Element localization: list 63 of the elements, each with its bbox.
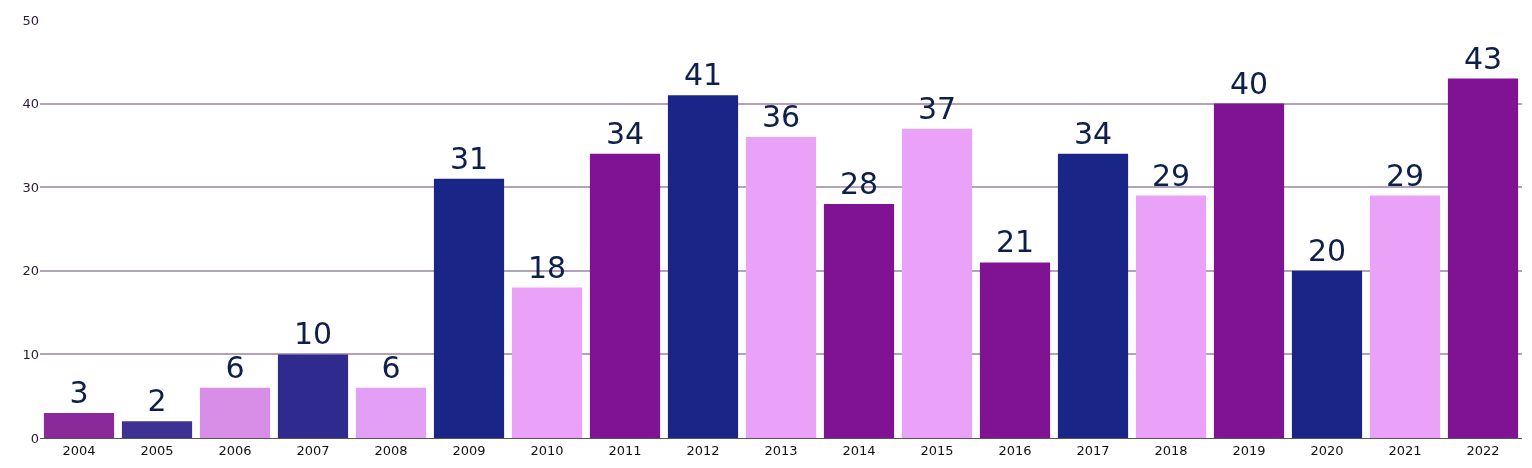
- data-label: 41: [683, 57, 723, 93]
- data-label: 31: [449, 140, 489, 176]
- bar: [1057, 153, 1129, 438]
- data-label: 34: [1073, 115, 1113, 151]
- data-label: 34: [605, 115, 645, 151]
- x-tick-label: 2018: [1154, 442, 1188, 458]
- data-label: 40: [1229, 65, 1269, 101]
- data-label: 6: [225, 349, 245, 385]
- x-tick-label: 2021: [1388, 442, 1422, 458]
- x-tick-label: 2009: [452, 442, 486, 458]
- data-label: 3: [69, 374, 89, 410]
- x-tick-label: 2005: [140, 442, 174, 458]
- data-label: 37: [917, 90, 957, 126]
- bar: [1135, 195, 1207, 438]
- x-tick-label: 2022: [1466, 442, 1500, 458]
- data-label: 36: [761, 99, 801, 135]
- x-tick-label: 2016: [998, 442, 1032, 458]
- bar: [1369, 195, 1441, 438]
- bar: [355, 387, 427, 438]
- bar: [589, 153, 661, 438]
- bar: [43, 412, 115, 438]
- bar: [277, 354, 349, 438]
- bar: [121, 421, 193, 438]
- x-tick-label: 2006: [218, 442, 252, 458]
- bar: [667, 95, 739, 438]
- y-tick-label: 20: [22, 263, 39, 279]
- bar: [901, 128, 973, 438]
- x-tick-label: 2014: [842, 442, 876, 458]
- data-label: 6: [381, 349, 401, 385]
- data-label: 10: [293, 316, 333, 352]
- x-tick-label: 2015: [920, 442, 954, 458]
- bar: [1291, 270, 1363, 438]
- data-label: 28: [839, 165, 879, 201]
- x-tick-label: 2010: [530, 442, 564, 458]
- bar: [745, 137, 817, 438]
- bar: [433, 178, 505, 438]
- bar: [1447, 78, 1519, 438]
- data-label: 43: [1463, 40, 1503, 76]
- y-tick-label: 50: [22, 12, 39, 28]
- data-label: 18: [527, 249, 567, 285]
- x-tick-label: 2007: [296, 442, 330, 458]
- x-tick-label: 2008: [374, 442, 408, 458]
- y-tick-label: 40: [22, 96, 39, 112]
- bar: [979, 262, 1051, 438]
- x-tick-label: 2004: [62, 442, 96, 458]
- x-tick-label: 2012: [686, 442, 720, 458]
- bar: [199, 387, 271, 438]
- data-label: 2: [147, 383, 167, 419]
- data-label: 21: [995, 224, 1035, 260]
- bar: [823, 203, 895, 438]
- bar: [1213, 103, 1285, 438]
- y-tick-label: 0: [30, 430, 39, 446]
- data-label: 20: [1307, 232, 1347, 268]
- x-tick-label: 2013: [764, 442, 798, 458]
- data-label: 29: [1151, 157, 1191, 193]
- x-tick-label: 2019: [1232, 442, 1266, 458]
- y-tick-label: 30: [22, 179, 39, 195]
- bar: [511, 287, 583, 438]
- x-tick-label: 2011: [608, 442, 642, 458]
- x-tick-label: 2020: [1310, 442, 1344, 458]
- y-tick-label: 10: [22, 346, 39, 362]
- x-tick-label: 2017: [1076, 442, 1110, 458]
- data-label: 29: [1385, 157, 1425, 193]
